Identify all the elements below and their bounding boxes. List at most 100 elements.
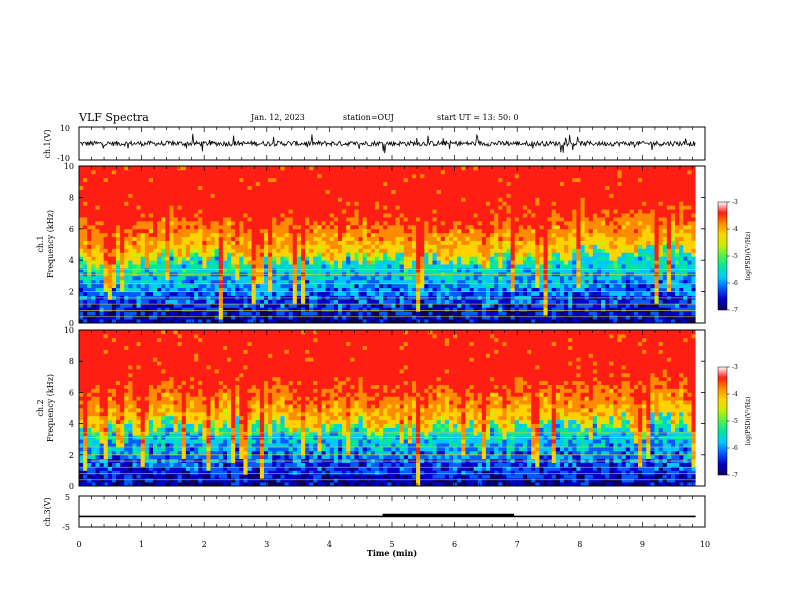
spectrogram-cell [296,319,302,324]
spectrogram-cell [518,315,524,320]
spectrogram-cell [383,283,388,289]
spectrogram-cell [461,185,466,190]
spectrogram-cell [547,201,553,206]
spectrogram-cell [527,220,532,226]
spectrogram-cell [111,169,117,175]
spectrogram-cell [333,217,339,222]
spectrogram-cell [128,193,133,198]
spectrogram-cell [518,217,524,222]
spectrogram-cell [95,177,100,183]
spectrogram-cell [514,279,520,285]
spectrogram-cell [374,268,380,273]
spectrogram-cell [288,268,294,273]
spectrogram-cell [411,181,417,187]
spectrogram-cell [198,224,203,230]
spectrogram-cell [453,177,458,183]
spectrogram-cell [432,166,438,171]
spectrogram-cell [79,173,84,179]
spectrogram-cell [374,217,380,222]
spectrogram-cell [202,287,207,293]
spectrogram-cell [144,299,150,304]
spectrogram-cell [510,213,516,218]
spectrogram-cell [539,232,544,238]
spectrogram-cell [272,201,277,206]
spectrogram-cell [379,260,384,265]
spectrogram-cell [136,283,142,289]
spectrogram-cell [305,177,310,183]
spectrogram-cell [416,232,421,238]
spectrogram-cell [477,228,483,234]
spectrogram-cell [325,264,331,269]
spectrogram-cell [120,173,125,179]
spectrogram-cell [354,197,359,202]
spectrogram-cell [346,264,351,269]
spectrogram-cell [510,240,516,245]
spectrogram-cell [79,283,84,289]
spectrogram-cell [194,319,199,324]
spectrogram-cell [358,256,364,261]
spectrogram-cell [518,252,524,257]
spectrogram-cell [358,209,364,214]
spectrogram-cell [87,252,92,257]
spectrogram-cell [346,177,351,183]
spectrogram-cell [222,205,228,210]
spectrogram-cell [527,224,532,230]
spectrogram-cell [453,193,458,198]
spectrogram-cell [547,303,553,308]
spectrogram-cell [522,205,528,210]
spectrogram-cell [231,315,236,320]
spectrogram-cell [116,228,121,234]
spectrogram-cell [518,256,524,261]
spectrogram-cell [420,236,425,241]
spectrogram-cell [198,283,203,289]
spectrogram-cell [288,169,294,175]
spectrogram-cell [206,209,211,214]
spectrogram-cell [173,232,179,238]
spectrogram-cell [165,205,170,210]
spectrogram-cell [444,209,450,214]
spectrogram-cell [292,244,298,249]
spectrogram-cell [120,268,125,273]
spectrogram-cell [206,197,211,202]
spectrogram-cell [481,213,487,218]
spectrogram-cell [465,173,470,179]
spectrogram-cell [391,189,396,194]
spectrogram-cell [83,205,88,210]
spectrogram-cell [362,205,368,210]
spectrogram-cell [288,173,294,179]
spectrogram-cell [498,224,503,230]
spectrogram-cell [276,181,281,187]
spectrogram-cell [559,256,565,261]
spectrogram-cell [362,303,368,308]
spectrogram-cell [235,173,240,179]
spectrogram-cell [490,252,495,257]
spectrogram-cell [144,256,150,261]
spectrogram-cell [551,213,557,218]
spectrogram-cell [391,166,396,171]
spectrogram-cell [116,169,121,175]
spectrogram-cell [268,228,273,234]
spectrogram-cell [490,287,495,293]
spectrogram-cell [177,287,183,293]
spectrogram-cell [481,303,487,308]
spectrogram-cell [465,240,470,245]
spectrogram-cell [181,260,187,265]
spectrogram-cell [399,307,405,312]
spectrogram-cell [564,244,569,249]
spectrogram-cell [518,169,524,175]
spectrogram-cell [490,220,495,226]
spectrogram-cell [243,307,248,312]
spectrogram-cell [251,205,257,210]
spectrogram-cell [243,166,248,171]
spectrogram-cell [259,169,265,175]
spectrogram-cell [568,181,573,187]
spectrogram-cell [387,240,392,245]
spectrogram-cell [580,185,586,190]
spectrogram-cell [144,201,150,206]
spectrogram-cell [416,173,421,179]
spectrogram-cell [432,307,438,312]
spectrogram-cell [259,303,265,308]
spectrogram-cell [309,228,314,234]
spectrogram-cell [510,209,516,214]
spectrogram-cell [189,166,195,171]
